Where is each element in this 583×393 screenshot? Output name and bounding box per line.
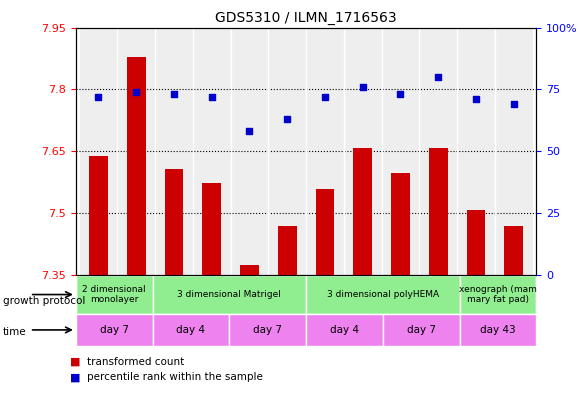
Text: transformed count: transformed count bbox=[87, 356, 185, 367]
Bar bbox=[278, 226, 297, 275]
Bar bbox=[353, 148, 372, 275]
Bar bbox=[504, 226, 523, 275]
Point bbox=[396, 91, 405, 97]
Bar bbox=[240, 265, 259, 275]
Text: ■: ■ bbox=[70, 372, 80, 382]
FancyBboxPatch shape bbox=[229, 314, 306, 346]
Bar bbox=[344, 28, 382, 275]
Bar bbox=[315, 189, 335, 275]
Bar bbox=[382, 28, 419, 275]
Text: day 43: day 43 bbox=[480, 325, 516, 335]
Bar bbox=[127, 57, 146, 275]
FancyBboxPatch shape bbox=[383, 314, 459, 346]
Bar bbox=[164, 169, 184, 275]
Bar bbox=[202, 184, 221, 275]
Point bbox=[434, 74, 443, 80]
Point bbox=[169, 91, 178, 97]
Point bbox=[245, 129, 254, 135]
Bar bbox=[89, 156, 108, 275]
Bar bbox=[193, 28, 230, 275]
FancyBboxPatch shape bbox=[153, 275, 306, 314]
Text: day 7: day 7 bbox=[100, 325, 129, 335]
FancyBboxPatch shape bbox=[459, 275, 536, 314]
FancyBboxPatch shape bbox=[76, 314, 153, 346]
Point bbox=[283, 116, 292, 122]
Point bbox=[358, 84, 367, 90]
FancyBboxPatch shape bbox=[306, 275, 459, 314]
Text: 2 dimensional
monolayer: 2 dimensional monolayer bbox=[82, 285, 146, 304]
Bar bbox=[79, 28, 117, 275]
Point bbox=[94, 94, 103, 100]
FancyBboxPatch shape bbox=[306, 314, 383, 346]
FancyBboxPatch shape bbox=[459, 314, 536, 346]
Text: percentile rank within the sample: percentile rank within the sample bbox=[87, 372, 264, 382]
Bar bbox=[419, 28, 457, 275]
Bar bbox=[155, 28, 193, 275]
Text: day 7: day 7 bbox=[253, 325, 282, 335]
Bar bbox=[117, 28, 155, 275]
Bar bbox=[268, 28, 306, 275]
Bar bbox=[230, 28, 268, 275]
Bar bbox=[429, 148, 448, 275]
Title: GDS5310 / ILMN_1716563: GDS5310 / ILMN_1716563 bbox=[215, 11, 397, 25]
Text: 3 dimensional Matrigel: 3 dimensional Matrigel bbox=[177, 290, 281, 299]
Bar bbox=[306, 28, 344, 275]
FancyBboxPatch shape bbox=[76, 275, 153, 314]
Point bbox=[132, 89, 141, 95]
Text: 3 dimensional polyHEMA: 3 dimensional polyHEMA bbox=[327, 290, 439, 299]
Bar bbox=[466, 210, 486, 275]
Bar bbox=[495, 28, 533, 275]
Bar bbox=[457, 28, 495, 275]
Bar bbox=[391, 173, 410, 275]
Point bbox=[207, 94, 216, 100]
Text: day 4: day 4 bbox=[177, 325, 205, 335]
Text: growth protocol: growth protocol bbox=[3, 296, 85, 306]
Point bbox=[471, 96, 480, 103]
Text: xenograph (mam
mary fat pad): xenograph (mam mary fat pad) bbox=[459, 285, 537, 304]
Text: day 4: day 4 bbox=[330, 325, 359, 335]
FancyBboxPatch shape bbox=[153, 314, 229, 346]
Text: day 7: day 7 bbox=[407, 325, 436, 335]
Point bbox=[320, 94, 329, 100]
Text: time: time bbox=[3, 327, 27, 337]
Text: ■: ■ bbox=[70, 356, 80, 367]
Point bbox=[509, 101, 518, 107]
